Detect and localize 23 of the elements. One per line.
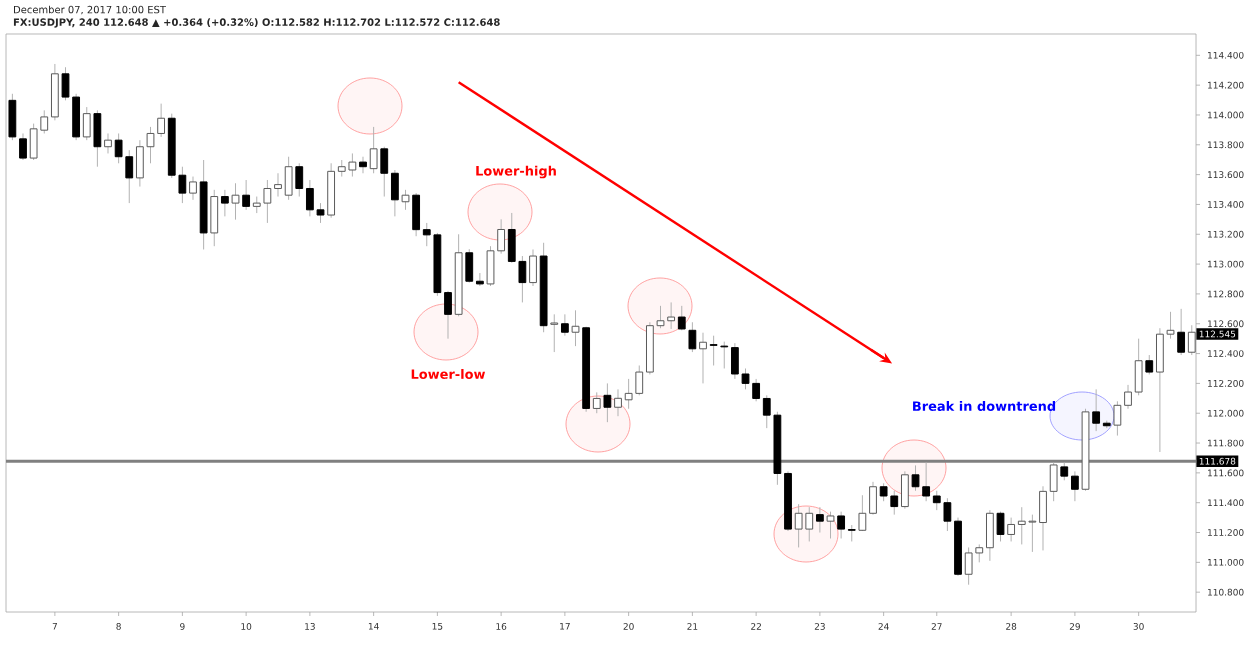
candlestick bbox=[220, 189, 229, 217]
candlestick bbox=[550, 313, 559, 353]
candlestick bbox=[571, 309, 580, 347]
candlestick bbox=[231, 182, 240, 221]
candlestick bbox=[560, 313, 569, 337]
candlestick bbox=[210, 189, 219, 247]
candlestick bbox=[699, 332, 707, 384]
candlestick bbox=[677, 305, 686, 331]
candlestick bbox=[359, 156, 367, 174]
candlestick bbox=[603, 382, 612, 423]
candlestick bbox=[93, 109, 102, 168]
candlestick bbox=[688, 321, 697, 353]
candlestick bbox=[242, 179, 251, 211]
candlestick bbox=[815, 506, 824, 534]
candlestick bbox=[189, 176, 197, 201]
candlestick bbox=[104, 132, 112, 154]
candlestick bbox=[529, 248, 537, 287]
candlestick bbox=[996, 511, 1005, 542]
candlestick bbox=[1177, 308, 1186, 356]
candlestick bbox=[1145, 354, 1154, 375]
candlestick bbox=[19, 132, 27, 161]
candlestick bbox=[82, 106, 91, 141]
candlestick bbox=[401, 189, 410, 211]
